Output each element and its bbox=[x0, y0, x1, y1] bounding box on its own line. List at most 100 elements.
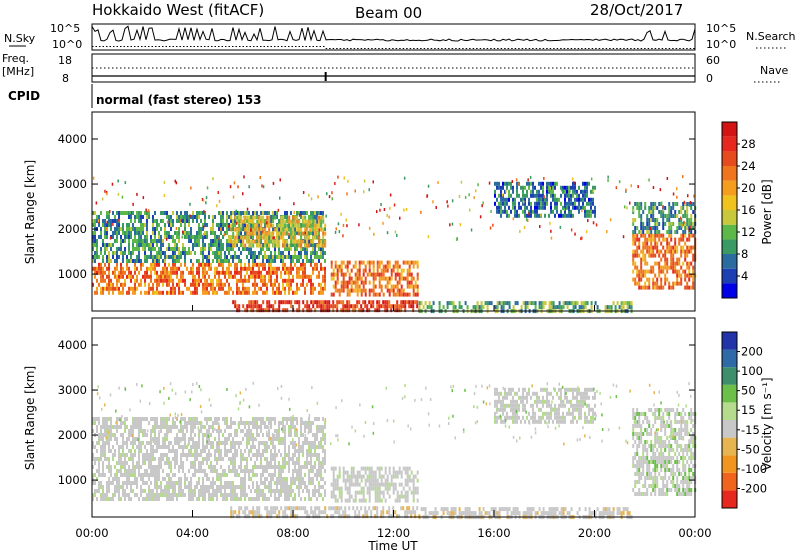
heatmap-cell bbox=[316, 477, 318, 481]
heatmap-cell bbox=[236, 279, 238, 283]
heatmap-cell bbox=[487, 305, 489, 309]
heatmap-cell bbox=[290, 263, 292, 267]
heatmap-cell bbox=[576, 190, 578, 194]
heatmap-cell bbox=[312, 283, 314, 287]
heatmap-cell bbox=[310, 259, 312, 263]
heatmap-cell bbox=[224, 473, 226, 477]
heatmap-cell bbox=[692, 202, 694, 206]
heatmap-cell bbox=[250, 255, 252, 259]
heatmap-speckle bbox=[633, 220, 635, 223]
heatmap-cell bbox=[272, 308, 274, 312]
heatmap-cell bbox=[282, 485, 284, 489]
heatmap-cell bbox=[212, 231, 214, 235]
heatmap-cell bbox=[232, 291, 234, 295]
heatmap-cell bbox=[306, 211, 308, 215]
heatmap-cell bbox=[530, 210, 532, 214]
heatmap-cell bbox=[339, 289, 341, 293]
heatmap-cell bbox=[158, 255, 160, 259]
heatmap-cell bbox=[524, 214, 526, 218]
heatmap-cell bbox=[290, 259, 292, 263]
heatmap-cell bbox=[184, 255, 186, 259]
heatmap-cell bbox=[106, 259, 108, 263]
heatmap-cell bbox=[258, 244, 260, 248]
heatmap-cell bbox=[96, 255, 98, 259]
heatmap-cell bbox=[118, 445, 120, 449]
heatmap-cell bbox=[176, 461, 178, 465]
heatmap-cell bbox=[310, 445, 312, 449]
heatmap-cell bbox=[268, 267, 270, 271]
heatmap-cell bbox=[646, 246, 648, 250]
heatmap-cell bbox=[322, 461, 324, 465]
heatmap-cell bbox=[230, 449, 232, 453]
heatmap-cell bbox=[294, 497, 296, 501]
heatmap-cell bbox=[572, 202, 574, 206]
heatmap-speckle bbox=[337, 176, 339, 179]
heatmap-cell bbox=[142, 275, 144, 279]
heatmap-cell bbox=[180, 291, 182, 295]
heatmap-cell bbox=[508, 194, 510, 198]
heatmap-cell bbox=[264, 275, 266, 279]
heatmap-cell bbox=[349, 261, 351, 265]
heatmap-cell bbox=[222, 497, 224, 501]
heatmap-cell bbox=[116, 247, 118, 251]
heatmap-cell bbox=[576, 194, 578, 198]
heatmap-cell bbox=[126, 417, 128, 421]
heatmap-cell bbox=[648, 218, 650, 222]
heatmap-cell bbox=[353, 281, 355, 285]
heatmap-cell bbox=[654, 206, 656, 210]
heatmap-speckle bbox=[325, 215, 327, 218]
heatmap-cell bbox=[168, 441, 170, 445]
heatmap-cell bbox=[134, 283, 136, 287]
heatmap-cell bbox=[586, 190, 588, 194]
heatmap-cell bbox=[208, 457, 210, 461]
heatmap-cell bbox=[383, 293, 385, 297]
heatmap-cell bbox=[192, 247, 194, 251]
heatmap-cell bbox=[148, 267, 150, 271]
heatmap-cell bbox=[168, 271, 170, 275]
heatmap-cell bbox=[401, 285, 403, 289]
heatmap-cell bbox=[154, 259, 156, 263]
heatmap-cell bbox=[96, 449, 98, 453]
heatmap-cell bbox=[407, 261, 409, 265]
heatmap-cell bbox=[236, 497, 238, 501]
heatmap-cell bbox=[116, 429, 118, 433]
heatmap-cell bbox=[298, 255, 300, 259]
heatmap-cell bbox=[264, 425, 266, 429]
heatmap-cell bbox=[388, 300, 390, 304]
heatmap-cell bbox=[182, 465, 184, 469]
heatmap-cell bbox=[546, 194, 548, 198]
heatmap-cell bbox=[130, 275, 132, 279]
heatmap-cell bbox=[266, 497, 268, 501]
heatmap-cell bbox=[298, 473, 300, 477]
heatmap-cell bbox=[108, 263, 110, 267]
heatmap-cell bbox=[318, 300, 320, 304]
heatmap-cell bbox=[126, 255, 128, 259]
heatmap-speckle bbox=[449, 223, 451, 226]
heatmap-cell bbox=[282, 437, 284, 441]
heatmap-cell bbox=[656, 250, 658, 254]
heatmap-cell bbox=[282, 461, 284, 465]
heatmap-cell bbox=[102, 259, 104, 263]
heatmap-cell bbox=[112, 287, 114, 291]
heatmap-cell bbox=[154, 437, 156, 441]
heatmap-cell bbox=[168, 461, 170, 465]
heatmap-cell bbox=[335, 495, 337, 499]
heatmap-cell bbox=[188, 497, 190, 501]
heatmap-cell bbox=[586, 214, 588, 218]
heatmap-cell bbox=[154, 449, 156, 453]
heatmap-cell bbox=[260, 465, 262, 469]
heatmap-cell bbox=[536, 198, 538, 202]
heatmap-cell bbox=[678, 258, 680, 262]
heatmap-cell bbox=[286, 255, 288, 259]
heatmap-cell bbox=[397, 281, 399, 285]
heatmap-cell bbox=[116, 287, 118, 291]
heatmap-cell bbox=[194, 469, 196, 473]
heatmap-speckle bbox=[548, 189, 550, 192]
heatmap-cell bbox=[160, 493, 162, 497]
heatmap-cell bbox=[668, 234, 670, 238]
heatmap-cell bbox=[166, 271, 168, 275]
heatmap-cell bbox=[232, 493, 234, 497]
heatmap-cell bbox=[220, 215, 222, 219]
heatmap-cell bbox=[180, 457, 182, 461]
heatmap-cell bbox=[571, 301, 573, 305]
